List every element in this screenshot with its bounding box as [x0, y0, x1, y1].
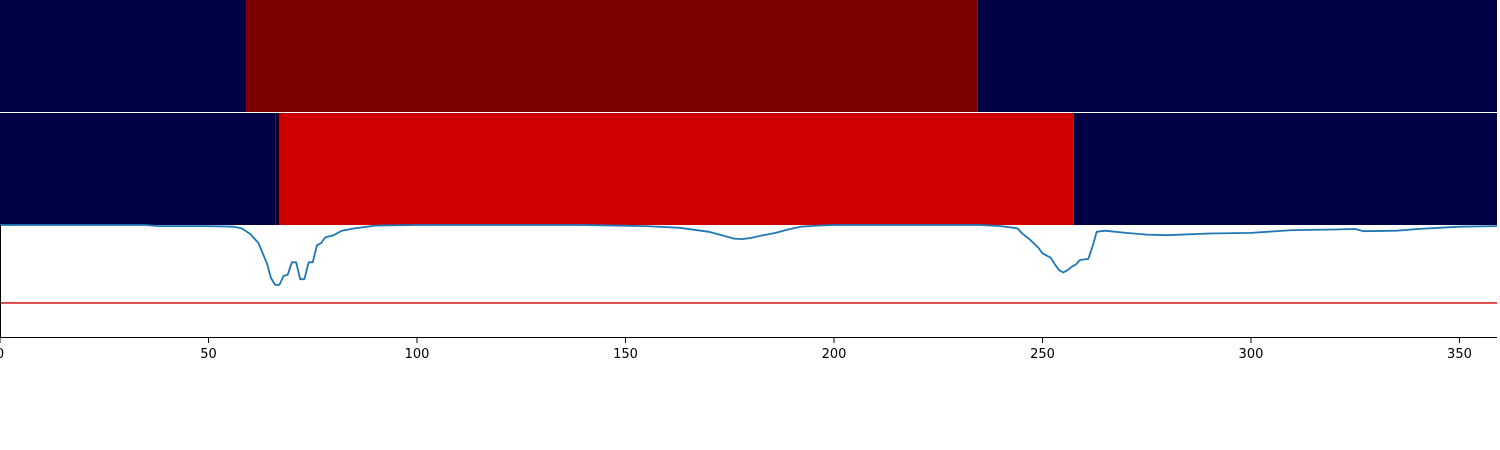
- x-tick-label-100: 100: [405, 347, 430, 362]
- x-tick-label-0: 0: [0, 347, 4, 362]
- row1-segment-1: [246, 0, 978, 112]
- x-tick-label-350: 350: [1447, 347, 1472, 362]
- x-tick-label-300: 300: [1239, 347, 1264, 362]
- x-tick-label-150: 150: [613, 347, 638, 362]
- segment-row-1: [0, 0, 1497, 112]
- row2-segment-3: [1073, 113, 1497, 225]
- x-tick-label-250: 250: [1030, 347, 1055, 362]
- x-axis: 0 50 100 150 200 250 300 350: [0, 338, 1472, 362]
- segment-row-2: [0, 113, 1497, 225]
- row2-segment-1: [275, 113, 280, 225]
- x-tick-label-200: 200: [822, 347, 847, 362]
- series-line-0: [0, 224, 1498, 286]
- x-tick-label-50: 50: [200, 347, 217, 362]
- line-plot-panel: [0, 224, 1498, 338]
- row2-segment-2: [279, 113, 1074, 225]
- row1-segment-2: [977, 0, 1497, 112]
- row2-segment-0: [0, 113, 276, 225]
- row1-segment-0: [0, 0, 247, 112]
- plot-frame: [0, 225, 1497, 338]
